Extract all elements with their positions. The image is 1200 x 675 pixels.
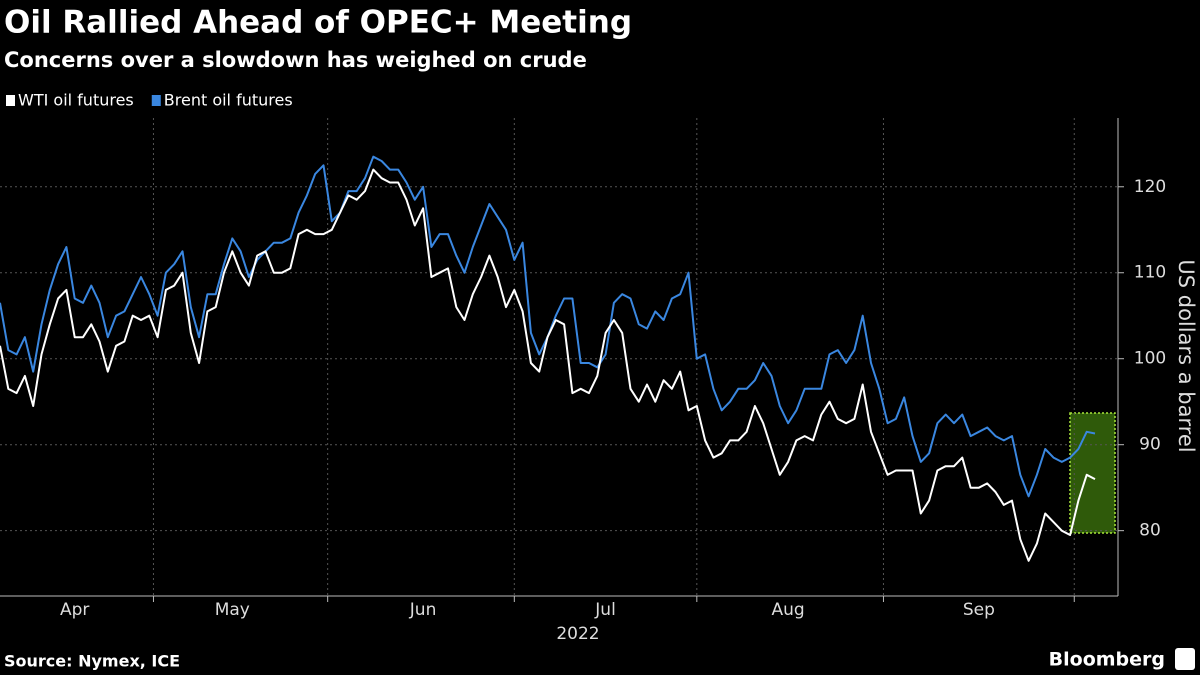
legend-swatch [6,95,15,106]
y-tick-label: 90 [1139,435,1161,455]
highlight-box [1069,412,1116,534]
series-line [0,168,1096,562]
x-tick-label: Jul [594,600,616,620]
x-tick-label: May [215,600,250,620]
x-tick-label: Apr [60,600,89,620]
x-tick-label: Sep [963,600,995,620]
chart-subtitle: Concerns over a slowdown has weighed on … [4,48,587,72]
chart-title: Oil Rallied Ahead of OPEC+ Meeting [4,5,632,41]
y-tick-label: 80 [1139,521,1161,541]
y-axis-label: US dollars a barrel [1174,259,1198,452]
legend-label: WTI oil futures [18,91,134,110]
legend-label: Brent oil futures [164,91,293,110]
brand: Bloomberg [1049,649,1165,671]
brand-icon [1175,648,1195,670]
x-axis-label: 2022 [556,624,599,644]
x-tick-label: Jun [409,600,437,620]
source: Source: Nymex, ICE [4,652,180,671]
y-tick-label: 120 [1134,177,1166,197]
y-tick-label: 110 [1134,263,1166,283]
y-tick-label: 100 [1134,349,1166,369]
legend-swatch [151,95,161,106]
x-tick-label: Aug [771,600,804,620]
